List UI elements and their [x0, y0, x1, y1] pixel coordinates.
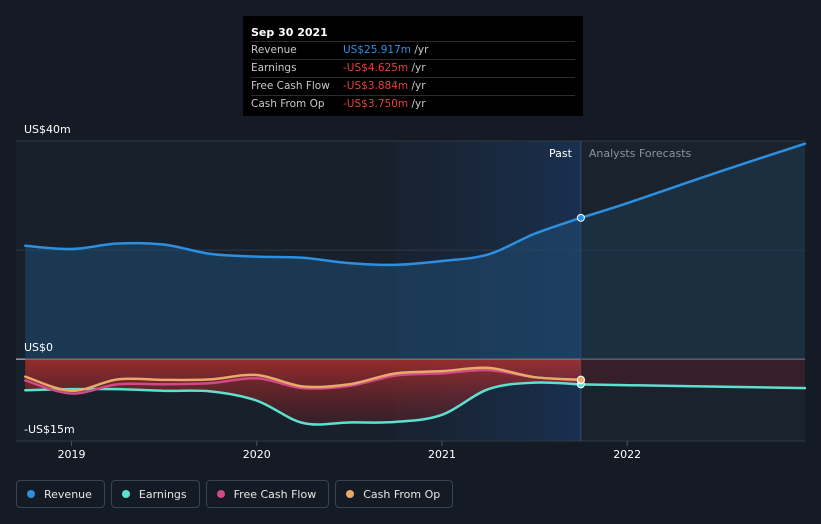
series-line-revenue: [24, 216, 583, 267]
tooltip-value-number: -US$3.750m: [343, 98, 409, 110]
tooltip-row-earnings: Earnings -US$4.625m /yr: [251, 59, 575, 77]
legend-label: Cash From Op: [363, 487, 441, 501]
tooltip-unit: /yr: [414, 44, 429, 56]
tooltip-unit: /yr: [411, 62, 426, 74]
series-lines: [24, 142, 807, 426]
tooltip-value-number: -US$3.884m: [343, 80, 409, 92]
earnings-forecast-area: [580, 359, 805, 389]
revenue-dot-icon: [27, 490, 35, 498]
x-tick-label: 2021: [428, 448, 456, 461]
tooltip-date: Sep 30 2021: [251, 26, 328, 39]
series-line-free-cash-flow: [24, 368, 583, 395]
tooltip-row-cash-from-op: Cash From Op -US$3.750m /yr: [251, 95, 575, 113]
x-axis: 2019 2020 2021 2022: [58, 441, 641, 461]
tooltip: Sep 30 2021 Revenue US$25.917m /yr Earni…: [243, 16, 583, 116]
series-line-revenue-forecast: [579, 142, 807, 220]
legend: Revenue Earnings Free Cash Flow Cash Fro…: [16, 480, 454, 508]
highlight-point-revenue: [576, 213, 585, 222]
tooltip-value-number: US$25.917m: [343, 44, 411, 56]
tooltip-value: -US$4.625m /yr: [343, 60, 426, 77]
legend-label: Free Cash Flow: [233, 487, 317, 501]
y-tick-label: US$0: [24, 341, 53, 354]
legend-label: Revenue: [44, 487, 92, 501]
series-line-earnings-forecast: [579, 383, 807, 390]
earnings-dot-icon: [121, 490, 130, 498]
tooltip-value-number: -US$4.625m: [343, 62, 409, 74]
tooltip-unit: /yr: [411, 98, 426, 110]
legend-item-free-cash-flow[interactable]: Free Cash Flow: [205, 480, 330, 508]
y-tick-label: US$40m: [24, 123, 71, 136]
tooltip-value: -US$3.884m /yr: [343, 78, 426, 95]
tooltip-label: Cash From Op: [251, 98, 325, 110]
area-fills: [25, 143, 805, 425]
series-line-cash-from-op: [24, 366, 583, 393]
highlight-point-cash-from-op: [576, 375, 585, 384]
x-tick-label: 2022: [613, 448, 641, 461]
legend-item-earnings[interactable]: Earnings: [110, 480, 200, 508]
highlight-points: [576, 213, 585, 389]
tooltip-label: Free Cash Flow: [251, 80, 330, 92]
tooltip-row-free-cash-flow: Free Cash Flow -US$3.884m /yr: [251, 77, 575, 95]
tooltip-row-revenue: Revenue US$25.917m /yr: [251, 41, 575, 59]
tooltip-unit: /yr: [411, 80, 426, 92]
revenue-forecast-area: [580, 143, 805, 360]
cash-from-op-dot-icon: [346, 490, 355, 498]
y-tick-label: -US$15m: [24, 423, 75, 436]
free-cash-flow-dot-icon: [216, 490, 225, 498]
tooltip-value: US$25.917m /yr: [343, 42, 428, 59]
x-tick-label: 2019: [58, 448, 86, 461]
tooltip-label: Revenue: [251, 44, 297, 56]
series-line-earnings: [24, 381, 583, 426]
tooltip-label: Earnings: [251, 62, 297, 74]
legend-label: Earnings: [138, 487, 187, 501]
earnings-area: [25, 359, 581, 425]
forecast-marker-label: Analysts Forecasts: [589, 147, 692, 160]
past-marker-label: Past: [549, 147, 573, 160]
y-axis: US$40m US$0 -US$15m: [24, 123, 75, 436]
legend-item-revenue[interactable]: Revenue: [16, 480, 105, 508]
legend-item-cash-from-op[interactable]: Cash From Op: [335, 480, 454, 508]
x-tick-label: 2020: [243, 448, 271, 461]
revenue-area: [25, 217, 581, 360]
tooltip-value: -US$3.750m /yr: [343, 96, 426, 113]
